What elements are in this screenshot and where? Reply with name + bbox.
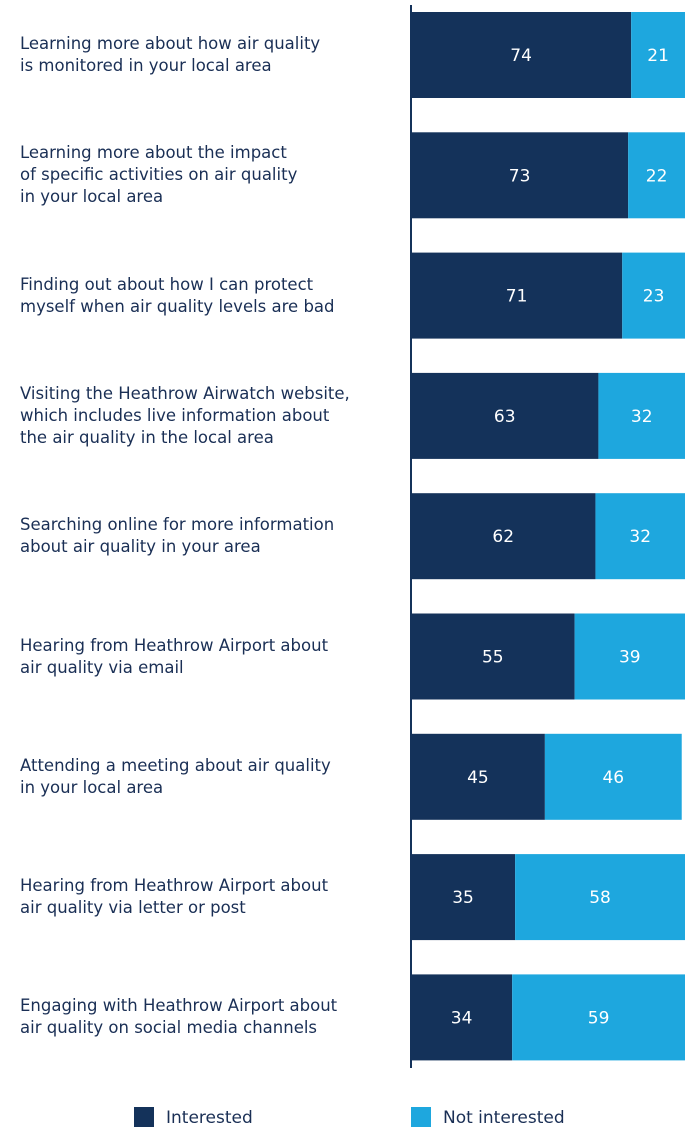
bar-segment [631, 12, 685, 98]
value-label: 35 [452, 888, 474, 908]
bar-segment [411, 854, 516, 941]
bar-segment [512, 974, 685, 1061]
legend-label: Interested [166, 1108, 253, 1128]
value-label: 32 [631, 407, 653, 427]
category-label: Searching online for more information ab… [20, 515, 335, 557]
bar-segment [544, 733, 682, 820]
value-label: 45 [467, 768, 489, 788]
value-label: 73 [509, 166, 531, 186]
bar-segment [411, 974, 513, 1061]
category-label: Hearing from Heathrow Airport about air … [20, 635, 329, 677]
value-label: 39 [619, 648, 641, 668]
bar-segment [411, 493, 596, 580]
value-label: 63 [494, 407, 516, 427]
category-label: Learning more about how air quality is m… [20, 34, 321, 75]
value-label: 58 [589, 888, 611, 908]
bar-segment [574, 613, 685, 700]
value-label: 21 [647, 46, 669, 66]
value-label: 34 [451, 1008, 473, 1028]
value-label: 22 [646, 166, 668, 186]
category-label: Learning more about the impact of specif… [20, 143, 298, 207]
category-label: Visiting the Heathrow Airwatch website, … [20, 383, 350, 447]
value-label: 32 [629, 527, 651, 547]
category-label: Engaging with Heathrow Airport about air… [20, 996, 338, 1038]
bar-segment [411, 733, 545, 820]
value-label: 23 [643, 287, 665, 307]
bar-segment [411, 252, 623, 339]
bar-segment [411, 372, 599, 459]
bar-segment [598, 372, 685, 459]
category-label: Attending a meeting about air quality in… [20, 755, 331, 797]
value-label: 71 [506, 287, 528, 307]
bar-segment [515, 854, 685, 941]
bar-segment [411, 132, 629, 219]
value-label: 74 [510, 46, 532, 66]
legend-label: Not interested [443, 1108, 565, 1128]
bar-segment [628, 132, 685, 219]
value-label: 59 [588, 1008, 610, 1028]
bar-segment [595, 493, 685, 580]
legend-swatch [411, 1107, 431, 1127]
bar-segment [411, 613, 575, 700]
value-label: 62 [492, 527, 514, 547]
category-label: Hearing from Heathrow Airport about air … [20, 876, 329, 918]
bar-segment [622, 252, 685, 339]
value-label: 55 [482, 648, 504, 668]
category-label: Finding out about how I can protect myse… [20, 274, 335, 316]
bar-segment [411, 12, 632, 98]
legend-swatch [134, 1107, 154, 1127]
value-label: 46 [602, 768, 624, 788]
